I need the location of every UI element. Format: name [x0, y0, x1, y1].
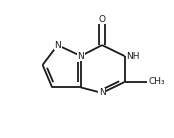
- Text: NH: NH: [127, 51, 140, 61]
- Text: N: N: [77, 51, 84, 61]
- Text: O: O: [98, 15, 105, 24]
- Text: CH₃: CH₃: [148, 77, 165, 87]
- Text: N: N: [54, 41, 61, 50]
- Text: N: N: [99, 88, 105, 97]
